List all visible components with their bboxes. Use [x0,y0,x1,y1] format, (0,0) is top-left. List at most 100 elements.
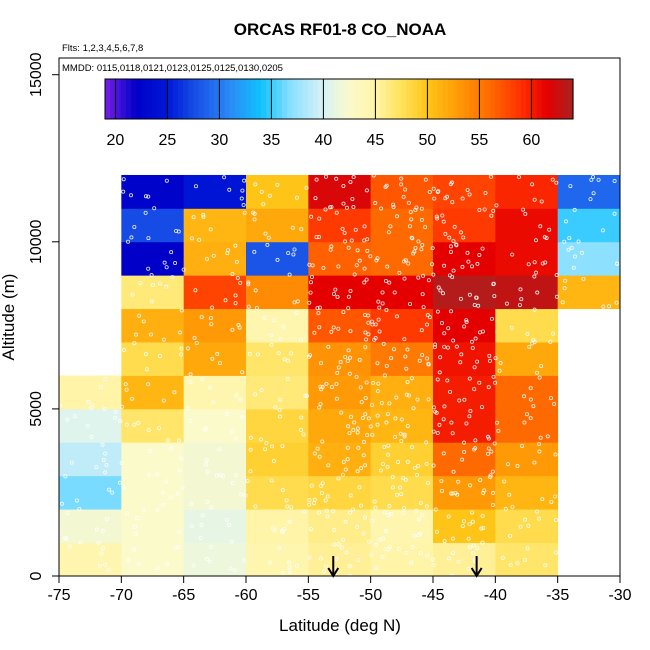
sample-point [350,196,355,201]
sample-point [423,225,428,230]
colorbar-segment [515,79,522,119]
heatmap-cell [370,342,434,376]
sample-point [78,540,83,545]
sample-point [411,406,416,411]
sample-point [280,570,285,575]
sample-point [420,242,425,247]
sample-point [391,205,396,210]
sample-point [324,564,329,569]
sample-point [368,254,373,259]
sample-point [518,524,523,529]
colorbar-segment [266,79,272,119]
colorbar-segment [188,79,194,119]
sample-point [404,550,409,555]
sample-point [117,480,122,485]
sample-point [451,239,456,244]
colorbar-tick-label: 55 [471,132,489,149]
sample-point [263,231,268,236]
colorbar: 20 25 30 35 40 45 50 55 60 [104,78,574,149]
sample-point [445,378,450,383]
sample-point [467,522,472,527]
sample-point [473,336,478,341]
sample-point [132,547,137,552]
sample-point [259,388,264,393]
sample-point [401,194,406,199]
sample-point [101,546,106,551]
sample-point [63,536,68,541]
sample-point [121,189,126,194]
sample-point [191,215,196,220]
sample-point [414,205,419,210]
x-tick-label: -75 [47,587,70,604]
sample-point [491,374,496,379]
sample-point [331,325,336,330]
sample-point [190,236,195,241]
sample-point [334,396,339,401]
sample-point [450,491,455,496]
sample-point [172,390,177,395]
sample-point [427,190,432,195]
sample-point [374,258,379,263]
sample-point [342,230,347,235]
sample-point [106,567,111,572]
sample-point [348,355,353,360]
sample-point [385,412,390,417]
sample-point [433,507,438,512]
colorbar-segment [255,79,262,119]
sample-point [346,294,351,299]
sample-point [460,196,465,201]
sample-point [146,382,151,387]
sample-point [339,545,344,550]
sample-point [409,217,414,222]
sample-point [254,305,259,310]
sample-point [169,250,174,255]
sample-point [136,561,141,566]
sample-point [285,504,290,509]
sample-point [104,463,109,468]
sample-point [442,404,447,409]
sample-point [566,247,571,252]
sample-point [141,319,146,324]
sample-point [143,194,148,199]
sample-point [448,389,453,394]
sample-point [397,270,402,275]
sample-point [406,261,411,266]
sample-point [390,475,395,480]
sample-point [439,479,444,484]
colorbar-segment [562,79,569,119]
sample-point [448,244,453,249]
sample-point [289,505,294,510]
sample-point [86,399,91,404]
sample-point [312,451,317,456]
sample-point [416,463,421,468]
sample-point [424,461,429,466]
sample-point [320,481,325,486]
sample-point [372,499,377,504]
sample-point [191,563,196,568]
colorbar-segment [547,79,553,119]
sample-point [383,184,388,189]
colorbar-segment [131,79,137,119]
sample-point [307,262,312,267]
sample-point [363,345,368,350]
sample-point [323,207,328,212]
sample-point [315,306,320,311]
sample-point [535,509,540,514]
sample-point [458,230,463,235]
sample-point [189,502,194,507]
heatmap-cell [308,509,372,543]
sample-point [210,305,215,310]
sample-point [384,363,389,368]
sample-point [389,356,394,361]
sample-point [319,361,324,366]
sample-point [291,252,296,257]
sample-point [334,210,339,215]
sample-point [447,235,452,240]
sample-point [123,382,128,387]
sample-point [472,303,477,308]
sample-point [462,440,467,445]
sample-point [588,197,593,202]
sample-point [431,272,436,277]
sample-point [386,452,391,457]
sample-point [137,313,142,318]
